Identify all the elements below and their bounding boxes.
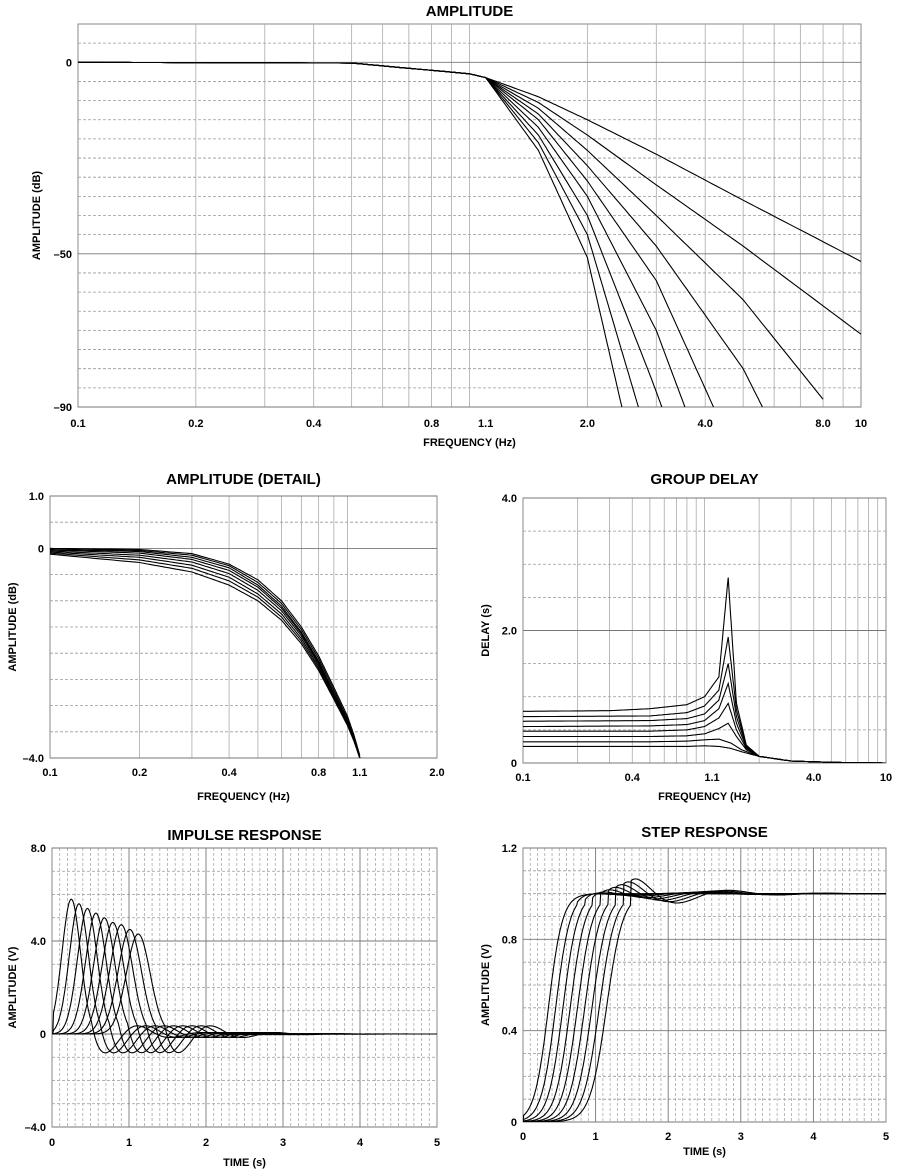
y-tick-label: 0 <box>511 758 517 770</box>
x-tick-label: 10 <box>880 772 892 784</box>
impulse-series-9 <box>52 933 437 1054</box>
x-tick-label: 10 <box>855 418 867 430</box>
x-axis-label: FREQUENCY (Hz) <box>197 791 290 803</box>
x-axis-label: TIME (s) <box>683 1146 726 1158</box>
x-tick-label: 0.1 <box>70 418 85 430</box>
x-tick-label: 0.1 <box>42 767 57 779</box>
detail-series-8 <box>50 553 361 758</box>
y-tick-label: –50 <box>54 249 72 261</box>
y-tick-label: –90 <box>54 402 72 414</box>
x-tick-label: 0.8 <box>424 418 439 430</box>
delay-series-8 <box>523 577 886 763</box>
x-tick-label: 2.0 <box>580 418 595 430</box>
y-tick-label: 0 <box>511 1117 517 1129</box>
y-tick-label: 0 <box>40 1029 46 1041</box>
detail-series-1 <box>50 547 361 756</box>
x-axis-label: FREQUENCY (Hz) <box>658 791 751 803</box>
x-tick-label: 0 <box>520 1131 526 1143</box>
y-tick-label: 2.0 <box>502 626 517 638</box>
x-tick-label: 1.1 <box>478 418 493 430</box>
chart-title: AMPLITUDE (DETAIL) <box>166 471 321 488</box>
step-series-9 <box>523 878 886 1122</box>
chart-title: IMPULSE RESPONSE <box>167 827 321 844</box>
x-tick-label: 0.2 <box>188 418 203 430</box>
series-group <box>523 577 886 763</box>
x-tick-label: 0.1 <box>515 772 530 784</box>
y-tick-label: 1.2 <box>502 843 517 855</box>
detail-chart: AMPLITUDE (DETAIL) 1.0 0 –4.0 0.1 0.2 0.4 0.8 1.… <box>7 471 445 803</box>
x-tick-label: 2 <box>665 1131 671 1143</box>
delay-chart: GROUP DELAY 4.0 2.0 0 0.1 0.4 1.1 4.0 10 FREQUENC… <box>480 471 892 803</box>
y-axis-label: AMPLITUDE (dB) <box>31 171 43 261</box>
x-tick-label: 1 <box>593 1131 599 1143</box>
amp-chart: AMPLITUDE 0 –50 –90 0.1 0.2 0.4 0.8 1.1 2.0 4.0 8.0… <box>31 3 867 449</box>
x-tick-label: 1.1 <box>704 772 719 784</box>
chart-title: STEP RESPONSE <box>641 824 767 841</box>
x-tick-label: 4 <box>357 1137 364 1149</box>
y-tick-label: –4.0 <box>25 1122 46 1134</box>
y-tick-label: –4.0 <box>23 753 44 765</box>
amp-series-9 <box>78 61 623 407</box>
x-tick-label: 1 <box>126 1137 132 1149</box>
x-tick-label: 5 <box>883 1131 889 1143</box>
chart-title: AMPLITUDE <box>426 3 514 20</box>
y-tick-label: 4.0 <box>502 493 517 505</box>
series-group <box>523 878 886 1122</box>
step-chart: STEP RESPONSE 1.2 0.8 0.4 00 1 2 3 4 5 TIME (s) AMP… <box>480 824 889 1158</box>
series-group <box>78 61 861 407</box>
y-tick-label: 0.8 <box>502 934 517 946</box>
x-tick-label: 5 <box>434 1137 440 1149</box>
x-tick-label: 0 <box>49 1137 55 1149</box>
x-tick-label: 4.0 <box>698 418 713 430</box>
y-axis-label: AMPLITUDE (V) <box>480 944 492 1026</box>
x-tick-label: 4 <box>810 1131 817 1143</box>
x-tick-label: 0.4 <box>625 772 641 784</box>
y-tick-label: 0 <box>66 57 72 69</box>
series-group <box>50 547 361 758</box>
x-tick-label: 0.4 <box>306 418 322 430</box>
x-tick-label: 0.8 <box>311 767 326 779</box>
x-tick-label: 8.0 <box>815 418 830 430</box>
x-axis-label: TIME (s) <box>223 1157 266 1169</box>
chart-title: GROUP DELAY <box>650 471 758 488</box>
y-tick-label: 1.0 <box>29 491 44 503</box>
y-tick-label: 4.0 <box>31 936 46 948</box>
x-tick-label: 2 <box>203 1137 209 1149</box>
x-axis-label: FREQUENCY (Hz) <box>423 437 516 449</box>
x-tick-label: 4.0 <box>806 772 821 784</box>
x-tick-label: 3 <box>738 1131 744 1143</box>
y-tick-label: 8.0 <box>31 843 46 855</box>
plot-area <box>49 495 438 759</box>
x-tick-label: 1.1 <box>352 767 367 779</box>
x-tick-label: 2.0 <box>429 767 444 779</box>
y-tick-label: 0.4 <box>502 1026 518 1038</box>
x-tick-label: 0.4 <box>221 767 237 779</box>
y-axis-label: DELAY (s) <box>480 604 492 657</box>
x-tick-label: 0.2 <box>132 767 147 779</box>
series-group <box>52 898 437 1054</box>
x-tick-label: 3 <box>280 1137 286 1149</box>
y-tick-label: 0 <box>38 543 44 555</box>
y-axis-label: AMPLITUDE (dB) <box>7 582 19 672</box>
y-axis-label: AMPLITUDE (V) <box>7 946 19 1028</box>
